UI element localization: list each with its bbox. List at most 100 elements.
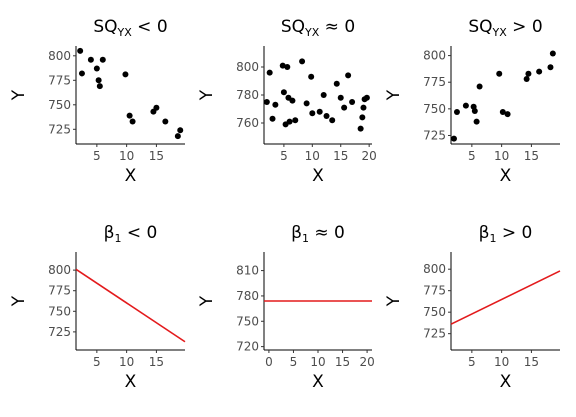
x-axis-title: X xyxy=(500,166,512,186)
panel-title: β1 > 0 xyxy=(479,223,533,245)
data-point xyxy=(357,125,364,132)
data-point xyxy=(345,72,352,79)
panel-title-relation: > 0 xyxy=(507,17,543,37)
data-point xyxy=(525,70,532,77)
panel-title-subscript: YX xyxy=(117,26,133,39)
y-tick-label: 780 xyxy=(236,289,259,303)
x-tick-label: 5 xyxy=(280,149,288,163)
data-point xyxy=(309,110,316,117)
data-point xyxy=(453,109,460,116)
panel-title-main: SQ xyxy=(93,17,117,37)
panel-title-main: SQ xyxy=(281,17,305,37)
panel-title-main: β xyxy=(291,223,302,243)
x-tick-label: 10 xyxy=(310,355,325,369)
data-point xyxy=(360,104,367,111)
y-tick-label: 725 xyxy=(423,128,446,142)
y-tick-label: 800 xyxy=(423,262,446,276)
data-point xyxy=(323,113,330,119)
panel-title-subscript: 1 xyxy=(302,232,309,245)
regression-line xyxy=(450,270,561,325)
y-tick-label: 775 xyxy=(423,75,446,89)
data-point xyxy=(363,94,370,101)
panel-title-main: β xyxy=(104,223,115,243)
x-tick-label: 5 xyxy=(468,355,476,369)
data-point xyxy=(473,118,480,125)
panel-title-subscript: YX xyxy=(304,26,320,39)
x-tick-label: 0 xyxy=(265,355,273,369)
data-point xyxy=(504,111,511,118)
data-point xyxy=(462,102,469,109)
y-tick-label: 800 xyxy=(48,263,71,277)
data-point xyxy=(162,118,169,125)
data-point xyxy=(78,70,85,77)
x-tick-label: 10 xyxy=(119,355,134,369)
data-point xyxy=(320,92,327,98)
panel-title-main: β xyxy=(479,223,490,243)
data-point xyxy=(349,99,356,105)
y-tick-label: 810 xyxy=(236,264,259,278)
panel-title-relation: > 0 xyxy=(496,223,532,243)
x-tick-label: 15 xyxy=(524,149,539,163)
panel-1: SQYX < 0 5 10 15 725 750 775 800 X Y xyxy=(9,17,185,186)
data-point xyxy=(329,117,336,124)
x-tick-label: 15 xyxy=(149,149,164,163)
y-tick-label: 775 xyxy=(48,73,71,87)
data-point xyxy=(122,71,129,78)
data-point xyxy=(280,89,287,96)
data-point xyxy=(359,114,366,121)
data-point xyxy=(308,73,315,80)
panel-title: SQYX ≈ 0 xyxy=(281,17,355,39)
data-point xyxy=(279,62,286,69)
x-tick-label: 10 xyxy=(305,149,320,163)
panel-title-relation: < 0 xyxy=(132,17,168,37)
y-tick-label: 725 xyxy=(48,325,71,339)
data-point xyxy=(153,104,160,111)
data-point xyxy=(549,50,556,57)
x-axis-title: X xyxy=(312,166,324,186)
data-point xyxy=(99,56,106,63)
y-tick-label: 775 xyxy=(48,284,71,298)
panel-title-relation: ≈ 0 xyxy=(319,17,355,37)
data-point xyxy=(284,64,291,70)
data-point xyxy=(129,118,136,125)
data-point xyxy=(126,112,133,119)
x-tick-label: 10 xyxy=(494,149,509,163)
data-point xyxy=(341,104,348,111)
panel-5: β1 ≈ 0 0 5 10 15 20 720 750 780 810 X Y xyxy=(197,223,375,392)
regression-line xyxy=(75,268,186,343)
y-tick-label: 750 xyxy=(236,314,259,328)
panel-title-relation: ≈ 0 xyxy=(309,223,345,243)
data-point xyxy=(93,65,100,72)
data-point xyxy=(299,58,306,65)
panel-title-relation: < 0 xyxy=(121,223,157,243)
x-tick-label: 10 xyxy=(494,355,509,369)
y-tick-label: 780 xyxy=(236,88,259,102)
y-tick-label: 720 xyxy=(236,340,259,354)
x-tick-label: 5 xyxy=(93,355,101,369)
data-point xyxy=(87,56,94,63)
y-tick-label: 725 xyxy=(423,327,446,341)
x-axis-title: X xyxy=(312,372,324,392)
data-point xyxy=(450,135,457,142)
panel-3: SQYX > 0 5 10 15 725 750 775 800 X Y xyxy=(384,17,560,186)
data-point xyxy=(333,80,340,87)
y-axis-title: Y xyxy=(384,295,404,307)
y-axis-title: Y xyxy=(9,89,29,101)
y-tick-label: 775 xyxy=(423,284,446,298)
y-tick-label: 800 xyxy=(236,60,259,74)
y-tick-label: 725 xyxy=(48,122,71,136)
panel-6: β1 > 0 5 10 15 725 750 775 800 X Y xyxy=(384,223,561,392)
panel-title: β1 ≈ 0 xyxy=(291,223,345,245)
panel-2: SQYX ≈ 0 5 10 15 20 760 780 800 X Y xyxy=(197,17,377,186)
data-point xyxy=(471,107,478,114)
data-point xyxy=(174,133,181,140)
x-tick-label: 5 xyxy=(93,149,101,163)
panel-title-main: SQ xyxy=(468,17,492,37)
data-point xyxy=(523,76,530,83)
y-axis-title: Y xyxy=(384,89,404,101)
x-tick-label: 15 xyxy=(335,355,350,369)
data-point xyxy=(316,108,323,115)
data-point xyxy=(96,83,103,90)
y-axis-title: Y xyxy=(197,89,217,101)
x-tick-label: 5 xyxy=(290,355,298,369)
